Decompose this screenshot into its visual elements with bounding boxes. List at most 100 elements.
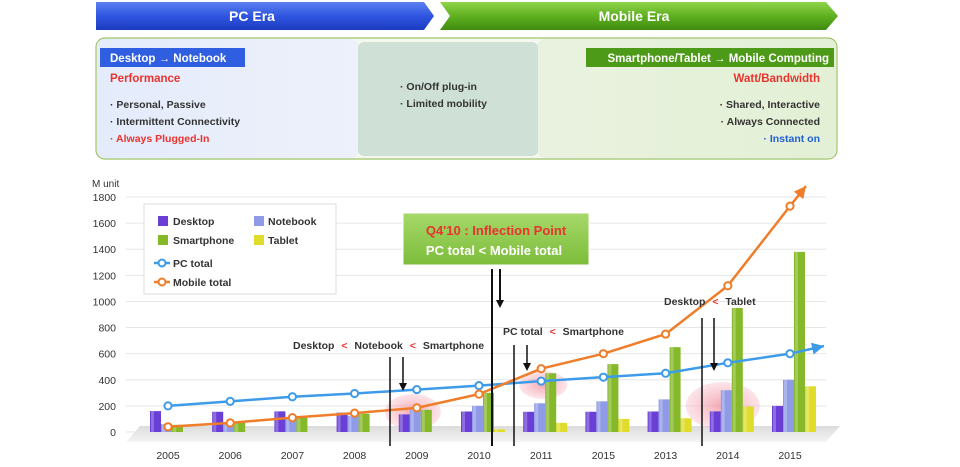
svg-text:Desktop < Notebook: Desktop < Notebook < Smartphone — [293, 340, 484, 352]
bar-desktop — [398, 414, 410, 432]
legend-swatch-tablet — [254, 235, 264, 245]
bar-smartphone — [483, 392, 494, 432]
annotation-pc-smartphone: PC total < Smartphone — [503, 326, 624, 338]
bar-tablet — [742, 406, 754, 432]
bar-notebook — [720, 390, 732, 432]
y-tick-label: 1800 — [93, 192, 117, 204]
bar-notebook — [285, 418, 297, 432]
info-panel: Desktop → Notebook Performance · Persona… — [95, 37, 838, 160]
bar-tablet — [556, 422, 568, 432]
bar-desktop — [772, 405, 783, 432]
bar-desktop — [461, 411, 472, 432]
bar-sheen — [586, 411, 590, 432]
pc-era-label: PC Era — [229, 8, 275, 24]
bar-sheen — [286, 418, 290, 432]
bar-notebook — [534, 403, 546, 432]
bar-smartphone — [420, 409, 432, 432]
line-pc-total — [167, 344, 825, 408]
bar-sheen — [648, 411, 652, 432]
point-pc-total — [225, 396, 235, 406]
bar-sheen — [213, 411, 217, 432]
annot-tablet: Tablet — [725, 296, 756, 308]
legend-mobile-total: Mobile total — [173, 277, 231, 289]
bar-desktop — [647, 411, 659, 432]
annotation-desktop-tablet: Desktop < Tablet — [664, 296, 756, 308]
right-panel-item: · Always Connected — [721, 116, 820, 128]
bar-sheen — [337, 412, 341, 432]
pointer-arrow-head — [399, 383, 407, 391]
pointer-arrow-head — [496, 300, 504, 308]
bar-sheen — [151, 411, 154, 432]
bar-smartphone — [607, 364, 619, 432]
bar-sheen — [670, 347, 674, 432]
bar-sheen — [410, 409, 414, 432]
point-pc-total — [474, 381, 484, 391]
annotation-desktop-notebook-smartphone: Desktop < Notebook < Smartphone — [293, 340, 484, 352]
line-arrowhead — [810, 342, 824, 355]
left-panel-subtitle: Performance — [110, 73, 180, 85]
point-mobile-total — [287, 413, 297, 423]
pointer-arrow-head — [710, 363, 718, 371]
line-arrowhead — [793, 186, 806, 200]
point-pc-total — [785, 349, 795, 359]
inflection-title: Q4'10 : Inflection Point — [426, 223, 567, 238]
bar-sheen — [546, 373, 550, 432]
legend-smartphone: Smartphone — [173, 235, 234, 247]
bar-desktop — [523, 411, 535, 432]
bar-sheen — [681, 418, 685, 432]
bar-sheen — [608, 364, 612, 432]
bar-smartphone — [358, 413, 370, 432]
point-mobile-total — [661, 329, 671, 339]
bar-desktop — [212, 411, 224, 432]
bar-sheen — [619, 418, 623, 432]
bar-sheen — [235, 422, 239, 432]
bar-notebook — [658, 399, 670, 432]
annotation-arrows — [389, 269, 718, 446]
bar-sheen — [721, 390, 725, 432]
bar-notebook — [409, 409, 421, 432]
bar-sheen — [359, 413, 363, 432]
legend-swatch-desktop — [158, 216, 168, 226]
bar-notebook — [783, 379, 794, 432]
svg-text:Desktop < Tablet: Desktop < Tablet — [664, 296, 756, 308]
y-tick-label: 400 — [98, 375, 116, 387]
bar-sheen — [743, 406, 747, 432]
y-tick-label: 600 — [98, 349, 116, 361]
x-tick-label: 2008 — [343, 450, 367, 462]
right-panel-tag — [586, 48, 834, 67]
bar-sheen — [399, 414, 403, 432]
bar-sheen — [806, 386, 809, 432]
right-panel-item: · Shared, Interactive — [720, 99, 821, 111]
point-mobile-total — [350, 408, 360, 418]
bar-tablet — [618, 418, 630, 432]
x-tick-label: 2009 — [405, 450, 429, 462]
right-panel-subtitle: Watt/Bandwidth — [734, 73, 820, 85]
point-pc-total — [536, 376, 546, 386]
bar-sheen — [773, 405, 776, 432]
point-pc-total — [350, 388, 360, 399]
annot-desktop: Desktop — [664, 296, 705, 308]
bar-tablet — [805, 386, 816, 432]
x-tick-label: 2005 — [156, 450, 180, 462]
bar-sheen — [659, 399, 663, 432]
legend-desktop: Desktop — [173, 216, 214, 228]
legend-tablet: Tablet — [268, 235, 299, 247]
bar-desktop — [274, 411, 286, 432]
bar-sheen — [732, 307, 736, 432]
inflection-subtitle: PC total < Mobile total — [426, 243, 562, 258]
left-panel-tag — [100, 48, 245, 67]
bar-sheen — [173, 424, 176, 432]
bar-sheen — [535, 403, 539, 432]
bar-sheen — [348, 415, 352, 432]
bar-smartphone — [545, 373, 557, 432]
bar-sheen — [597, 401, 601, 432]
y-tick-label: 1400 — [93, 244, 117, 256]
x-tick-label: 2015 — [592, 450, 616, 462]
x-tick-label: 2007 — [281, 450, 305, 462]
legend-swatch-notebook — [254, 216, 264, 226]
annot-lt: < — [341, 340, 347, 352]
bar-sheen — [484, 392, 487, 432]
point-mobile-total — [785, 201, 795, 211]
mobile-era-label: Mobile Era — [599, 8, 670, 24]
bar-desktop — [336, 412, 348, 432]
